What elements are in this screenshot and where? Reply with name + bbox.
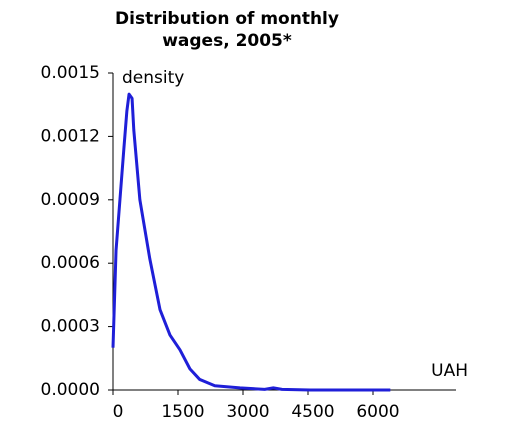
y-axis-label: density [122, 68, 184, 88]
x-axis-label: UAH [431, 361, 468, 381]
y-tick-label: 0.0000 [41, 380, 100, 400]
y-tick-label: 0.0009 [41, 190, 100, 210]
y-tick-label: 0.0006 [41, 253, 100, 273]
y-tick-label: 0.0003 [41, 317, 100, 337]
x-tick-label: 6000 [356, 402, 399, 422]
x-tick-label: 4500 [291, 402, 334, 422]
y-tick-label: 0.0012 [41, 126, 100, 146]
x-tick-label: 0 [113, 402, 124, 422]
chart-title: Distribution of monthly wages, 2005* [115, 9, 339, 51]
y-tick-label: 0.0015 [41, 63, 100, 83]
x-tick-label: 1500 [161, 402, 204, 422]
x-tick-label: 3000 [226, 402, 269, 422]
density-line [111, 92, 391, 392]
